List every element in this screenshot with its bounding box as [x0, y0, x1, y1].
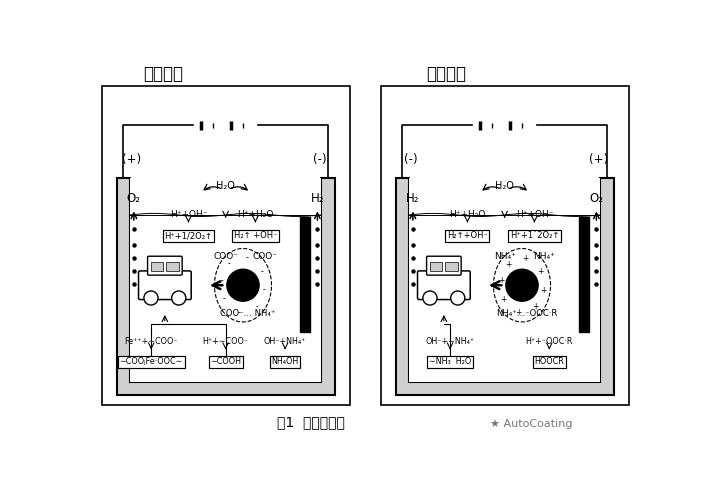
Text: H⁺+⁻OOC·R: H⁺+⁻OOC·R [526, 337, 573, 346]
Text: H⁺+OH⁻: H⁺+OH⁻ [170, 210, 207, 220]
Text: -: - [260, 267, 263, 276]
Bar [381, 85, 629, 405]
Circle shape [451, 291, 465, 305]
Text: +: + [515, 308, 521, 317]
Bar [446, 262, 458, 271]
Bar [300, 217, 310, 331]
FancyBboxPatch shape [138, 271, 192, 300]
Text: -: - [228, 260, 230, 268]
Text: -: - [238, 308, 240, 317]
Text: H₂↑ +OH⁻: H₂↑ +OH⁻ [233, 231, 277, 240]
Text: NH₄⁺…⁻OOC·R: NH₄⁺…⁻OOC·R [496, 309, 557, 319]
Circle shape [423, 291, 437, 305]
Text: H₂O: H₂O [216, 182, 235, 191]
Text: -: - [223, 295, 226, 304]
Text: -: - [263, 285, 266, 295]
Ellipse shape [506, 269, 538, 301]
Text: NH₄⁺: NH₄⁺ [534, 252, 555, 261]
Text: -: - [220, 276, 223, 285]
Text: H⁺+∼COO⁻: H⁺+∼COO⁻ [202, 337, 248, 346]
FancyBboxPatch shape [426, 256, 461, 275]
Polygon shape [117, 178, 335, 395]
Text: NH₄OH: NH₄OH [271, 357, 299, 366]
Text: 阴极电泳: 阴极电泳 [426, 65, 467, 83]
Text: OH⁻+∼NH₄⁺: OH⁻+∼NH₄⁺ [426, 337, 474, 346]
Text: H⁺+OH⁻: H⁺+OH⁻ [516, 210, 553, 220]
Text: ∼COOH: ∼COOH [210, 357, 241, 366]
Text: H⁺+H₂O: H⁺+H₂O [237, 210, 274, 220]
FancyBboxPatch shape [148, 256, 182, 275]
Text: +: + [533, 302, 539, 311]
Circle shape [144, 291, 158, 305]
Bar [151, 262, 163, 271]
Text: O₂: O₂ [127, 192, 141, 205]
Text: +: + [523, 254, 529, 263]
Bar [580, 217, 589, 331]
Text: 阳极电泳: 阳极电泳 [143, 65, 184, 83]
Text: +: + [500, 295, 507, 304]
Text: H₂↑+OH⁻: H₂↑+OH⁻ [447, 231, 488, 240]
Text: COO⁻: COO⁻ [213, 252, 238, 261]
Ellipse shape [227, 269, 259, 301]
Bar [430, 262, 442, 271]
Text: ∼NH₃  H₂O: ∼NH₃ H₂O [429, 357, 471, 366]
Text: H₂O: H₂O [495, 182, 514, 191]
Text: 图1  电泳原理图: 图1 电泳原理图 [277, 415, 345, 429]
Text: H⁺+1´2O₂↑: H⁺+1´2O₂↑ [510, 231, 559, 240]
Text: ∼COOⱼFe·OOC∼: ∼COOⱼFe·OOC∼ [120, 357, 183, 366]
Text: +: + [505, 260, 511, 268]
FancyBboxPatch shape [418, 271, 470, 300]
Text: (+): (+) [589, 153, 608, 165]
Text: H₂: H₂ [406, 192, 420, 205]
Text: NH₄⁺: NH₄⁺ [494, 252, 516, 261]
Text: H⁺+H₂O: H⁺+H₂O [449, 210, 485, 220]
Text: COO⁻… NH₄⁺: COO⁻… NH₄⁺ [220, 309, 276, 319]
Circle shape [171, 291, 186, 305]
Text: COO⁻: COO⁻ [253, 252, 278, 261]
Text: +: + [537, 267, 544, 276]
Text: +: + [540, 285, 546, 295]
Text: OH⁻+NH₄⁺: OH⁻+NH₄⁺ [264, 337, 306, 346]
Text: +: + [498, 276, 504, 285]
Text: H₂: H₂ [310, 192, 324, 205]
Text: (+): (+) [122, 153, 141, 165]
Polygon shape [395, 178, 613, 395]
Text: ★ AutoCoating: ★ AutoCoating [490, 419, 573, 428]
Text: Fe⁺⁺+∼COO⁻: Fe⁺⁺+∼COO⁻ [125, 337, 178, 346]
Bar [166, 262, 179, 271]
Text: HOOCR: HOOCR [534, 357, 564, 366]
Text: (-): (-) [404, 153, 417, 165]
Text: H⁺+1/2O₂↑: H⁺+1/2O₂↑ [164, 231, 212, 240]
Text: O₂: O₂ [590, 192, 603, 205]
Text: -: - [246, 254, 248, 263]
Bar [130, 178, 321, 382]
Text: (-): (-) [313, 153, 327, 165]
Text: -: - [256, 302, 258, 311]
Bar [102, 85, 350, 405]
Bar [409, 178, 600, 382]
